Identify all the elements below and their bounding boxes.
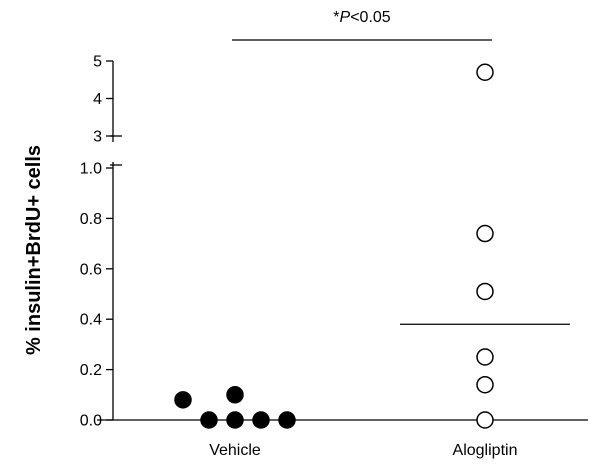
x-category-label: Vehicle [209, 442, 261, 459]
axes [97, 61, 588, 421]
y-tick-label: 4 [93, 91, 102, 108]
vehicle-point [226, 386, 244, 404]
y-tick-label: 5 [93, 54, 102, 71]
x-category-label: Alogliptin [453, 442, 518, 459]
vehicle-point [200, 411, 218, 429]
x-categories: Vehicle Alogliptin [209, 442, 517, 459]
vehicle-point [252, 411, 270, 429]
alogliptin-point [476, 63, 494, 81]
y-tick-label: 0.4 [80, 312, 102, 329]
y-tick-label: 0.6 [80, 261, 102, 278]
y-tick-label: 0.8 [80, 211, 102, 228]
y-tick-label: 0.0 [80, 413, 102, 430]
y-tick-label: 0.2 [80, 362, 102, 379]
alogliptin-point [476, 348, 494, 366]
sig-relation: <0.05 [350, 9, 391, 26]
vehicle-point [278, 411, 296, 429]
data-points [174, 63, 494, 429]
significance-annotation: *P<0.05 [232, 9, 492, 41]
vehicle-point [174, 391, 192, 409]
sig-p-symbol: P [340, 9, 351, 26]
alogliptin-point [476, 375, 494, 394]
sig-prefix: * [333, 9, 339, 26]
alogliptin-point [476, 224, 494, 243]
y-tick-label: 3 [93, 129, 102, 146]
y-axis-label: % insulin+BrdU+ cells [23, 145, 45, 355]
y-tick-label: 1.0 [80, 161, 102, 178]
alogliptin-point [476, 282, 494, 301]
y-ticks: 0.0 0.2 0.4 0.6 0.8 1.0 3 4 5 [80, 54, 113, 430]
alogliptin-point [476, 411, 494, 429]
significance-label: *P<0.05 [333, 9, 390, 26]
vehicle-point [226, 411, 244, 429]
